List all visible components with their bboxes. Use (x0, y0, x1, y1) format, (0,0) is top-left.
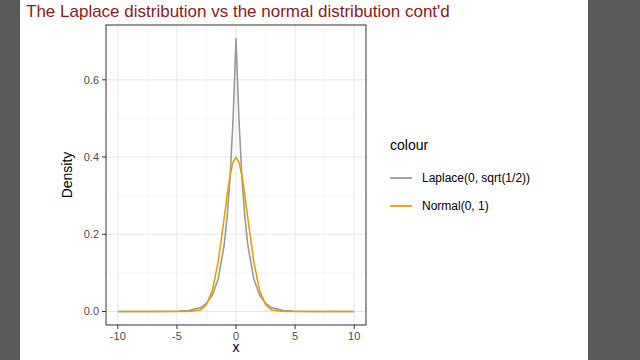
tick-label: 0.2 (84, 228, 99, 240)
grid-line (354, 25, 355, 325)
minor-grid (324, 25, 325, 325)
series-group (118, 39, 354, 312)
legend-title: colour (390, 137, 428, 153)
tick (102, 157, 106, 158)
tick (102, 234, 106, 235)
tick-label: 0.0 (84, 305, 99, 317)
grid-line (176, 25, 177, 325)
series-line (118, 39, 354, 312)
title: The Laplace distribution vs the normal d… (26, 2, 450, 21)
tick-label: 10 (348, 330, 360, 342)
side-bar (588, 0, 640, 360)
tick (102, 311, 106, 312)
tick-label: -5 (172, 330, 182, 342)
tick (102, 79, 106, 80)
tick-label: -10 (110, 330, 126, 342)
tick (236, 325, 237, 329)
series-line (118, 157, 354, 311)
minor-grid (106, 272, 366, 273)
panel (106, 25, 366, 325)
tick (117, 325, 118, 329)
tick (354, 325, 355, 329)
minor-grid (147, 25, 148, 325)
tick-label: 0.6 (84, 74, 99, 86)
legend-label: Normal(0, 1) (422, 199, 489, 213)
minor-grid (206, 25, 207, 325)
y-axis-label: Density (59, 152, 75, 199)
grid-line (106, 234, 366, 235)
panel-border (106, 25, 366, 325)
tick (295, 325, 296, 329)
x-axis-label: x (233, 339, 240, 355)
minor-grid (106, 195, 366, 196)
tick-label: 5 (292, 330, 298, 342)
tick (176, 325, 177, 329)
grid-line (295, 25, 296, 325)
legend-key (390, 205, 412, 207)
tick-label: 0.4 (84, 151, 99, 163)
grid-line (106, 79, 366, 80)
legend-label: Laplace(0, sqrt(1/2)) (422, 171, 530, 185)
grid-line (117, 25, 118, 325)
side-bar (0, 0, 20, 360)
minor-grid (265, 25, 266, 325)
chart: The Laplace distribution vs the normal d… (0, 0, 640, 360)
legend-key (390, 177, 412, 179)
minor-grid (106, 118, 366, 119)
